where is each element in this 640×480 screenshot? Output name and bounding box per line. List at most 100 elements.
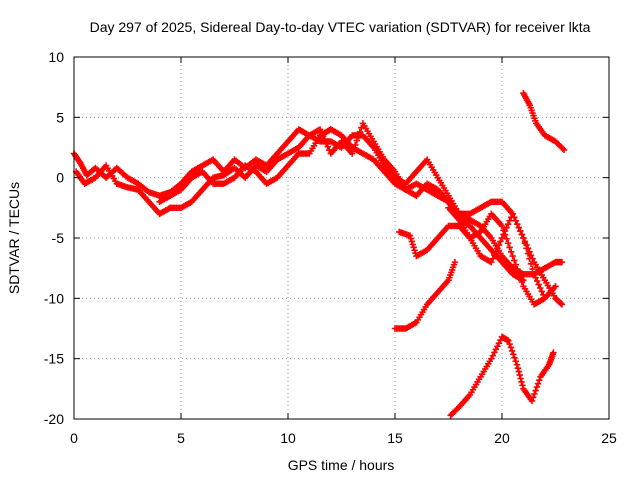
data-point [526,255,533,262]
y-axis-label: SDTVAR / TECUs [6,182,22,294]
chart-title: Day 297 of 2025, Sidereal Day-to-day VTE… [90,19,591,35]
x-tick-label: 20 [494,430,510,446]
data-point [524,250,532,257]
data-point [527,260,535,268]
data-point [515,368,523,375]
data-point [509,252,516,260]
data-point [532,274,539,281]
data-point [349,150,356,157]
data-point [528,397,536,405]
data-point [512,217,519,224]
y-tick-label: 10 [48,49,64,65]
y-tick-label: -10 [44,290,64,306]
data-point [518,278,526,286]
data-point [518,231,526,238]
x-tick-label: 10 [280,430,296,446]
data-point [498,222,506,230]
data-point [536,377,543,384]
data-series [70,90,568,419]
data-point [523,245,530,252]
data-point [507,344,515,351]
data-point [515,224,523,231]
data-point [521,239,529,247]
data-point [511,214,518,221]
data-point [558,301,566,308]
data-point [506,217,513,224]
data-point [492,248,500,255]
data-point [518,378,525,386]
data-point [488,258,495,266]
data-point [557,300,565,307]
data-point [552,283,559,290]
trace-main-c [156,126,566,308]
data-point [495,241,503,249]
data-point [535,281,542,288]
data-point [323,139,330,147]
data-point [516,371,523,379]
y-tick-label: 5 [56,109,64,125]
data-point [530,271,538,278]
data-point [515,270,523,277]
data-point [501,231,509,238]
data-point [353,137,360,144]
y-tick-label: -20 [44,411,64,427]
data-point [534,380,542,387]
data-point [504,221,512,228]
data-point [507,248,515,255]
data-point [355,133,362,140]
trace-top-right [520,90,568,154]
data-point [517,227,524,235]
data-point [494,245,501,252]
data-point [506,244,513,251]
trace-mid [396,210,559,308]
data-point [519,382,526,389]
data-point [517,375,524,382]
data-point [324,143,331,150]
data-point [510,351,517,358]
data-point [560,146,568,154]
data-point [504,239,512,247]
data-point [520,234,527,242]
data-point [498,234,506,242]
data-point [489,255,497,262]
data-point [533,383,541,391]
data-point [491,252,498,259]
data-point [538,288,545,295]
data-point [509,210,516,218]
y-tick-label: 0 [56,170,64,186]
x-tick-label: 5 [177,430,185,446]
data-point [316,126,324,133]
data-point [517,274,524,281]
data-point [532,387,539,394]
data-point [513,361,521,368]
x-tick-label: 15 [387,430,403,446]
data-point [511,257,518,264]
data-point [321,136,328,143]
data-point [537,284,544,292]
data-point [529,265,536,273]
data-point [500,227,507,234]
x-tick-label: 0 [70,430,78,446]
data-point [506,340,513,348]
data-point [529,394,537,401]
data-point [558,258,566,266]
data-point [503,235,510,243]
data-point [497,238,504,245]
data-point [512,261,519,268]
x-tick-label: 25 [601,430,617,446]
data-point [514,364,522,372]
data-point [533,277,541,285]
data-point [514,221,521,228]
data-point [451,258,459,266]
data-point [559,145,567,152]
data-point [512,358,519,365]
data-point [505,337,512,344]
data-point [508,347,516,355]
data-point [550,349,557,356]
y-tick-label: -15 [44,351,64,367]
axis-ticks: 0 5 10 15 20 25 -20 -15 -10 -5 0 5 10 [44,49,617,446]
y-tick-label: -5 [52,230,65,246]
data-point [356,128,364,136]
